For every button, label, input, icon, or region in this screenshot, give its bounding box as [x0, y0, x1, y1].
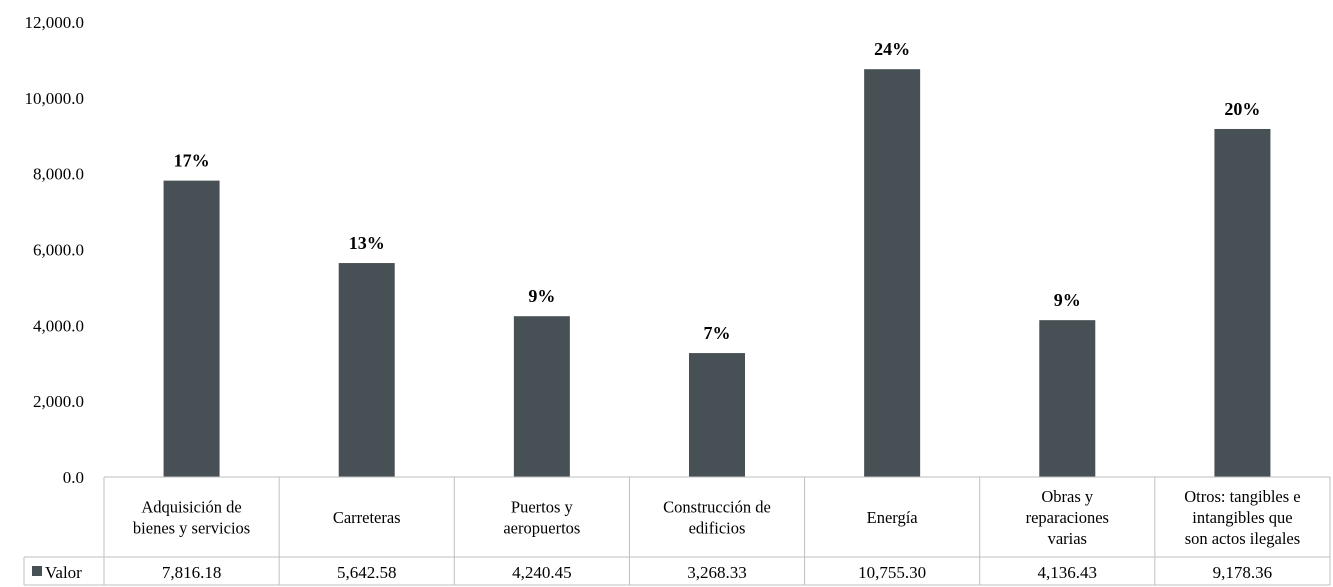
y-tick-label: 10,000.0: [25, 89, 85, 108]
bar-percent-label: 20%: [1224, 99, 1260, 119]
bar-percent-label: 24%: [874, 39, 910, 59]
bar: [864, 69, 921, 477]
table-value-cell: 7,816.18: [162, 563, 222, 582]
bar-percent-label: 7%: [704, 323, 731, 343]
category-label: Otros: tangibles e: [1184, 487, 1300, 506]
table-value-cell: 10,755.30: [858, 563, 926, 582]
y-tick-label: 2,000.0: [33, 392, 84, 411]
category-label: son actos ilegales: [1185, 529, 1300, 548]
table-value-cell: 4,240.45: [512, 563, 572, 582]
y-tick-label: 8,000.0: [33, 165, 84, 184]
category-label: Adquisición de: [141, 498, 241, 517]
category-label: bienes y servicios: [133, 519, 250, 538]
category-label: Energía: [867, 508, 919, 527]
table-value-cell: 3,268.33: [687, 563, 747, 582]
y-tick-label: 12,000.0: [25, 13, 85, 32]
y-tick-label: 6,000.0: [33, 241, 84, 260]
bar: [689, 353, 745, 477]
bar: [513, 316, 570, 477]
category-label: intangibles que: [1192, 508, 1292, 527]
bar: [1214, 128, 1271, 477]
category-label: Obras y: [1041, 487, 1094, 506]
table-value-cell: 5,642.58: [337, 563, 397, 582]
bar-percent-label: 9%: [528, 286, 555, 306]
legend-swatch: [32, 566, 42, 576]
category-label: varias: [1048, 529, 1087, 548]
y-tick-label: 4,000.0: [33, 316, 84, 335]
table-value-cell: 4,136.43: [1038, 563, 1098, 582]
category-label: Carreteras: [333, 508, 401, 527]
bar: [163, 180, 220, 477]
category-label: edificios: [689, 519, 746, 538]
bar-percent-label: 17%: [174, 151, 210, 171]
category-label: aeropuertos: [503, 519, 580, 538]
bar-percent-label: 9%: [1054, 290, 1081, 310]
category-label: reparaciones: [1026, 508, 1109, 527]
bar-percent-label: 13%: [349, 233, 385, 253]
y-tick-label: 0.0: [63, 468, 84, 487]
category-label: Construcción de: [663, 498, 771, 517]
bar: [338, 263, 395, 477]
table-value-cell: 9,178.36: [1213, 563, 1273, 582]
bar: [1039, 320, 1096, 477]
category-label: Puertos y: [511, 498, 574, 517]
legend-label: Valor: [45, 563, 82, 582]
